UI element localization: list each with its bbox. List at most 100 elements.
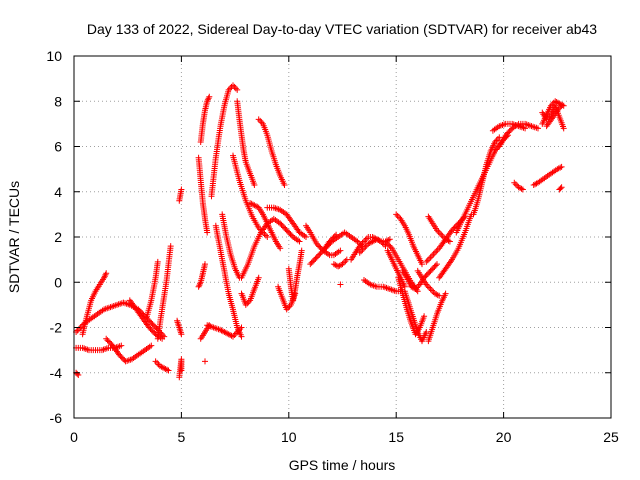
- series-s51: [470, 134, 503, 218]
- data-point: [76, 326, 82, 332]
- data-point: [257, 117, 264, 124]
- data-point: [323, 244, 330, 250]
- data-point: [234, 86, 241, 93]
- data-point: [118, 354, 125, 361]
- data-point: [107, 339, 114, 346]
- data-point: [315, 253, 321, 259]
- data-point: [324, 242, 331, 249]
- series-s15: [195, 261, 208, 290]
- series-s28: [238, 274, 262, 308]
- data-point: [202, 358, 208, 365]
- data-point: [231, 83, 238, 90]
- data-point: [445, 237, 452, 244]
- series-s11: [176, 356, 185, 381]
- data-point: [431, 249, 438, 256]
- data-point: [264, 234, 271, 240]
- data-point: [426, 269, 433, 276]
- series-s44: [401, 288, 430, 345]
- data-point: [313, 254, 320, 261]
- data-point: [436, 230, 443, 237]
- series-s35: [337, 281, 344, 288]
- data-point: [316, 251, 323, 258]
- data-point: [116, 351, 123, 358]
- data-point: [120, 355, 126, 362]
- data-point: [337, 247, 344, 254]
- data-point: [148, 342, 155, 349]
- data-point: [277, 220, 284, 227]
- series-s4: [103, 335, 155, 365]
- series-s25: [255, 116, 288, 188]
- series-s7: [154, 243, 174, 342]
- y-tick-label: -2: [50, 320, 63, 336]
- data-point: [506, 128, 513, 135]
- data-point: [197, 280, 203, 287]
- data-points: [73, 82, 567, 381]
- x-tick-label: 15: [388, 429, 404, 445]
- y-axis-label: SDTVAR / TECUs: [6, 181, 22, 293]
- data-point: [315, 242, 321, 249]
- data-point: [281, 182, 288, 188]
- y-tick-label: 10: [46, 48, 62, 64]
- series-s27: [238, 215, 303, 281]
- data-point: [496, 134, 503, 141]
- data-point: [426, 255, 433, 262]
- series-s57: [511, 179, 526, 193]
- series-s30: [275, 283, 299, 313]
- data-point: [206, 93, 213, 100]
- data-point: [167, 243, 174, 250]
- data-point: [504, 130, 510, 137]
- data-point: [74, 327, 81, 334]
- data-point: [178, 331, 185, 338]
- series-s56: [543, 102, 565, 130]
- data-point: [311, 257, 318, 264]
- data-point: [202, 261, 208, 268]
- series-s20: [234, 98, 258, 188]
- data-point: [337, 281, 344, 288]
- data-point: [502, 132, 509, 139]
- data-point: [385, 241, 391, 248]
- series-s3: [79, 270, 110, 338]
- data-point: [362, 237, 369, 243]
- data-point: [425, 270, 431, 277]
- data-point: [287, 231, 294, 238]
- y-tick-label: 8: [54, 93, 62, 109]
- data-point: [154, 258, 161, 265]
- data-point: [298, 247, 305, 254]
- data-point: [279, 223, 286, 230]
- data-point: [512, 181, 519, 188]
- data-point: [332, 261, 339, 268]
- data-point: [432, 262, 439, 269]
- series-s14: [195, 154, 211, 236]
- data-point: [149, 321, 156, 328]
- series-s41: [393, 211, 425, 268]
- data-point: [505, 129, 512, 136]
- data-point: [421, 313, 428, 320]
- y-tick-label: 4: [54, 184, 62, 200]
- data-point: [104, 337, 111, 344]
- series-s46: [425, 290, 449, 345]
- data-point: [164, 366, 171, 373]
- data-point: [560, 125, 567, 132]
- series-s13: [197, 93, 213, 145]
- data-point: [511, 179, 518, 186]
- data-point: [386, 236, 393, 243]
- data-point: [322, 245, 329, 252]
- series-s58: [530, 163, 565, 188]
- series-s8: [152, 358, 172, 374]
- series-s37: [356, 236, 389, 256]
- y-tick-label: 2: [54, 229, 62, 245]
- data-point: [424, 257, 431, 264]
- data-point: [519, 186, 526, 193]
- x-tick-label: 10: [281, 429, 297, 445]
- data-point: [262, 232, 269, 239]
- data-point: [204, 229, 211, 236]
- data-point: [105, 338, 112, 345]
- data-point: [255, 274, 262, 281]
- data-point: [103, 335, 110, 342]
- series-s9: [174, 317, 185, 338]
- data-point: [535, 125, 541, 132]
- series-s49: [436, 211, 475, 281]
- data-point: [419, 261, 425, 268]
- data-point: [386, 242, 393, 249]
